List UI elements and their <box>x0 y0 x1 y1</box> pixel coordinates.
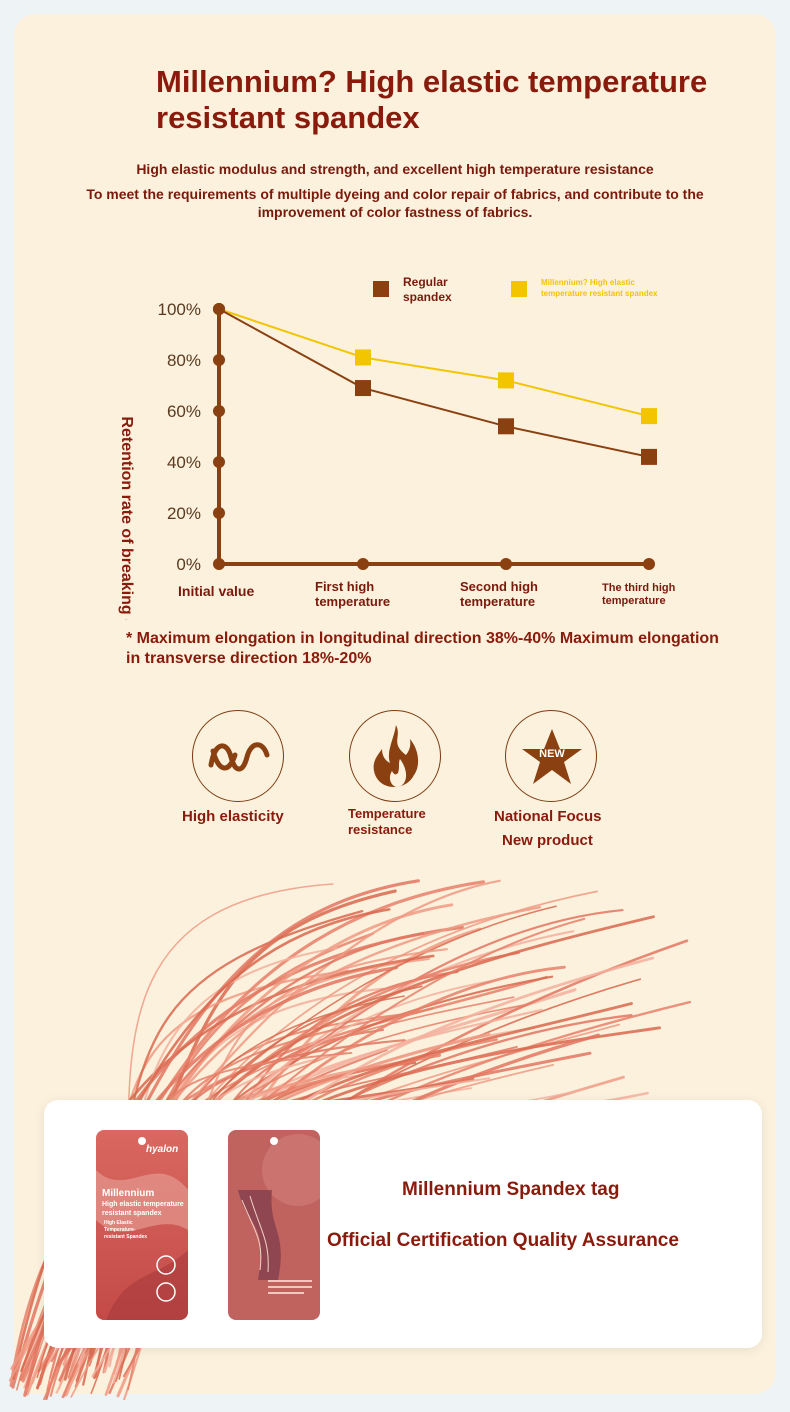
x-tick-dot <box>500 558 512 570</box>
y-tick-label: 20% <box>167 504 201 523</box>
legend-swatch-regular <box>373 281 389 297</box>
series-regular-point <box>498 418 514 435</box>
feature-label-elasticity: High elasticity <box>182 808 284 825</box>
flame-icon <box>373 725 419 787</box>
subtitle-strength: High elastic modulus and strength, and e… <box>136 161 654 177</box>
y-axis-title: Retention rate of breaking elasticity <box>118 416 135 620</box>
y-tick-dot <box>213 507 225 519</box>
y-tick-label: 40% <box>167 453 201 472</box>
series-regular-point <box>355 380 371 397</box>
x-category-label: Second high temperature <box>460 579 538 609</box>
feature-label-national-focus: National Focus <box>494 808 602 825</box>
feature-label-temperature: Temperature resistance <box>348 806 426 837</box>
subtitle-dyeing: To meet the requirements of multiple dye… <box>86 186 704 220</box>
x-tick-dot <box>643 558 655 570</box>
feature-national-focus: NEW <box>505 710 597 802</box>
series-regular-point <box>213 303 225 315</box>
retention-line-chart: 0% 20% 40% 60% 80% 100% Initial value First hig… <box>118 275 676 620</box>
y-tick-dot <box>213 456 225 468</box>
tag-line-spandex: High elastic temperature resistant spand… <box>102 1201 184 1217</box>
series-regular-point <box>641 448 657 465</box>
tag-card: hyalon Millennium High elastic temperatu… <box>44 1100 762 1348</box>
feature-high-elasticity <box>192 710 284 802</box>
legend-label-millennium: Millennium? High elastic temperature resi… <box>541 278 658 298</box>
new-badge: NEW <box>539 748 565 760</box>
series-millennium-point <box>355 349 371 366</box>
x-category-label: First high temperature <box>315 579 390 609</box>
legend-label-regular: Regular spandex <box>403 275 452 304</box>
y-tick-label: 60% <box>167 402 201 421</box>
y-tick-dot <box>213 405 225 417</box>
tag-card-assurance: Official Certification Quality Assurance <box>327 1230 679 1251</box>
tag-card-title: Millennium Spandex tag <box>402 1179 620 1200</box>
x-category-label: Initial value <box>178 583 254 599</box>
star-icon: NEW <box>522 729 582 784</box>
tag-brand: hyalon <box>146 1144 179 1155</box>
y-tick-label: 0% <box>176 555 201 574</box>
tag-line-english: High Elastic Temperature-resistant Spand… <box>104 1220 148 1240</box>
y-tick-dot <box>213 354 225 366</box>
series-millennium-point <box>641 408 657 425</box>
series-regular-line <box>218 308 650 458</box>
x-category-label: The third high temperature <box>602 582 676 607</box>
tag-front-image: hyalon Millennium High elastic temperatu… <box>96 1130 188 1320</box>
feature-temperature-resistance <box>349 710 441 802</box>
tag-line-millennium: Millennium <box>102 1188 155 1199</box>
series-millennium-line <box>218 308 650 418</box>
feature-label-new-product: New product <box>502 832 593 849</box>
x-tick-dot <box>357 558 369 570</box>
page-title: Millennium? High elastic temperature res… <box>156 64 708 135</box>
wave-icon <box>208 742 270 772</box>
y-tick-label: 80% <box>167 351 201 370</box>
elongation-note: * Maximum elongation in longitudinal dir… <box>126 630 719 667</box>
tag-back-image <box>228 1130 320 1320</box>
legend-swatch-millennium <box>511 281 527 297</box>
series-millennium-point <box>498 372 514 389</box>
y-tick-dot <box>213 558 225 570</box>
y-tick-label: 100% <box>158 300 201 319</box>
